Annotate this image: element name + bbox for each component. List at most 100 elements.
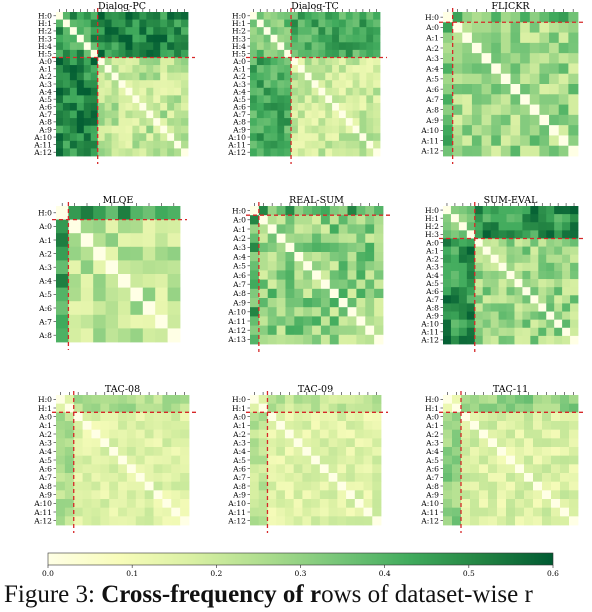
heatmap-cell [130,233,144,248]
heatmap-cell [294,279,304,290]
heatmap-cell [153,464,163,474]
heatmap-cell [155,219,168,234]
heatmap-cell [479,507,489,517]
heatmap-cell [181,95,189,104]
heatmap-cell [549,42,560,54]
row-label: H:0 [38,209,52,218]
heatmap-cell [76,102,85,111]
heatmap-cell [285,334,295,345]
heatmap-cell [356,288,366,299]
heatmap-cell [68,301,82,316]
heatmap-cell [111,118,119,127]
heatmap-cell [497,403,507,413]
heatmap-cell [90,110,99,119]
heatmap-cell [458,295,468,304]
heatmap-cell [132,65,140,74]
heatmap-cell [100,455,110,465]
heatmap-cell [171,499,181,509]
heatmap-cell [118,110,126,119]
heatmap-cell [549,84,560,95]
heatmap-cell [93,260,106,275]
heatmap-cell [126,395,137,405]
heatmap-cell [144,464,154,474]
heatmap-cell [560,499,570,509]
heatmap-cell [62,110,71,119]
heatmap-cell [297,12,306,20]
heatmap-cell [277,125,285,134]
heatmap-cell [118,429,128,439]
colorbar-tick-label: 0.5 [463,569,475,578]
heatmap-cell [546,246,555,256]
heatmap-cell [267,279,277,290]
heatmap-cell [474,295,484,304]
heatmap-cell [482,206,492,215]
heatmap-cell [118,314,131,329]
heatmap-cell [372,412,382,422]
heatmap-cell [297,140,306,149]
heatmap-cell [338,224,348,234]
heatmap-cell [365,279,375,290]
heatmap-cell [276,279,286,290]
heatmap-cell [318,27,326,36]
heatmap-cell [562,279,571,288]
heatmap-cell [304,27,312,36]
heatmap-cell [479,438,489,448]
heatmap-cell [277,27,285,36]
heatmap-cell [270,34,278,43]
heatmap-cell [506,303,515,312]
heatmap-cell [466,246,476,256]
heatmap-cell [153,49,161,58]
row-label: A:7 [425,295,439,304]
heatmap-cell [359,148,367,157]
heatmap-cell [374,215,384,225]
colorbar-tick-label: 0.4 [379,569,391,578]
heatmap-cell [443,403,453,413]
heatmap-cell [64,507,75,517]
heatmap-cell [250,429,260,439]
heatmap-cell [181,34,189,43]
heatmap-title: FLICKR [491,1,530,12]
heatmap-cell [338,334,348,345]
heatmap-cell [498,319,507,329]
heatmap-cell [329,242,340,253]
heatmap-cell [338,12,347,20]
heatmap-cell [346,464,356,474]
heatmap-cell [338,57,347,66]
heatmap-cell [352,65,360,74]
heatmap-cell [539,145,550,157]
heatmap-cell [443,230,452,239]
heatmap-cell [356,261,366,271]
heatmap-cell [533,499,543,509]
heatmap-cell [329,215,340,225]
heatmap-cell [293,455,303,465]
heatmap-cell [56,447,66,457]
heatmap-cell [153,140,161,149]
heatmap-cell [471,145,482,157]
heatmap-cell [524,473,534,483]
row-label: A:10 [420,499,439,508]
heatmap-cell [297,19,306,28]
heatmap-cell [373,125,381,134]
heatmap-cell [462,145,473,157]
heatmap-cell [250,110,258,119]
heatmap-cell [363,507,373,517]
heatmap-cell [277,19,285,28]
row-label: A:8 [38,482,52,491]
heatmap-cell [452,125,463,136]
heatmap-cell [452,12,463,23]
heatmap-cell [132,125,140,134]
heatmap-cell [284,429,295,439]
heatmap-cell [294,224,304,234]
heatmap-cell [146,140,154,149]
heatmap-cell [558,12,569,23]
heatmap-cell [481,135,492,147]
heatmap-cell [514,214,523,223]
heatmap-cell [479,481,489,491]
heatmap-cell [91,499,101,509]
heatmap-cell [56,80,64,89]
heatmap-cell [522,222,531,231]
heatmap-cell [263,110,271,119]
row-label: A:10 [227,499,246,508]
heatmap-cell [461,403,471,413]
heatmap-cell [554,287,563,296]
